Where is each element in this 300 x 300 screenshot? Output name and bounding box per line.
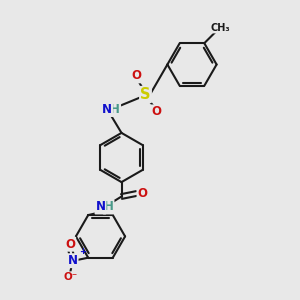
Text: H: H — [110, 103, 120, 116]
Text: H: H — [104, 200, 113, 214]
Text: S: S — [140, 87, 151, 102]
Text: N: N — [102, 103, 112, 116]
Text: N: N — [68, 254, 78, 267]
Text: +: + — [79, 247, 86, 256]
Text: O: O — [137, 187, 148, 200]
Text: O: O — [131, 69, 142, 82]
Text: O: O — [65, 238, 75, 251]
Text: CH₃: CH₃ — [211, 22, 231, 33]
Text: O⁻: O⁻ — [63, 272, 77, 282]
Text: N: N — [95, 200, 106, 214]
Text: O: O — [151, 105, 161, 119]
